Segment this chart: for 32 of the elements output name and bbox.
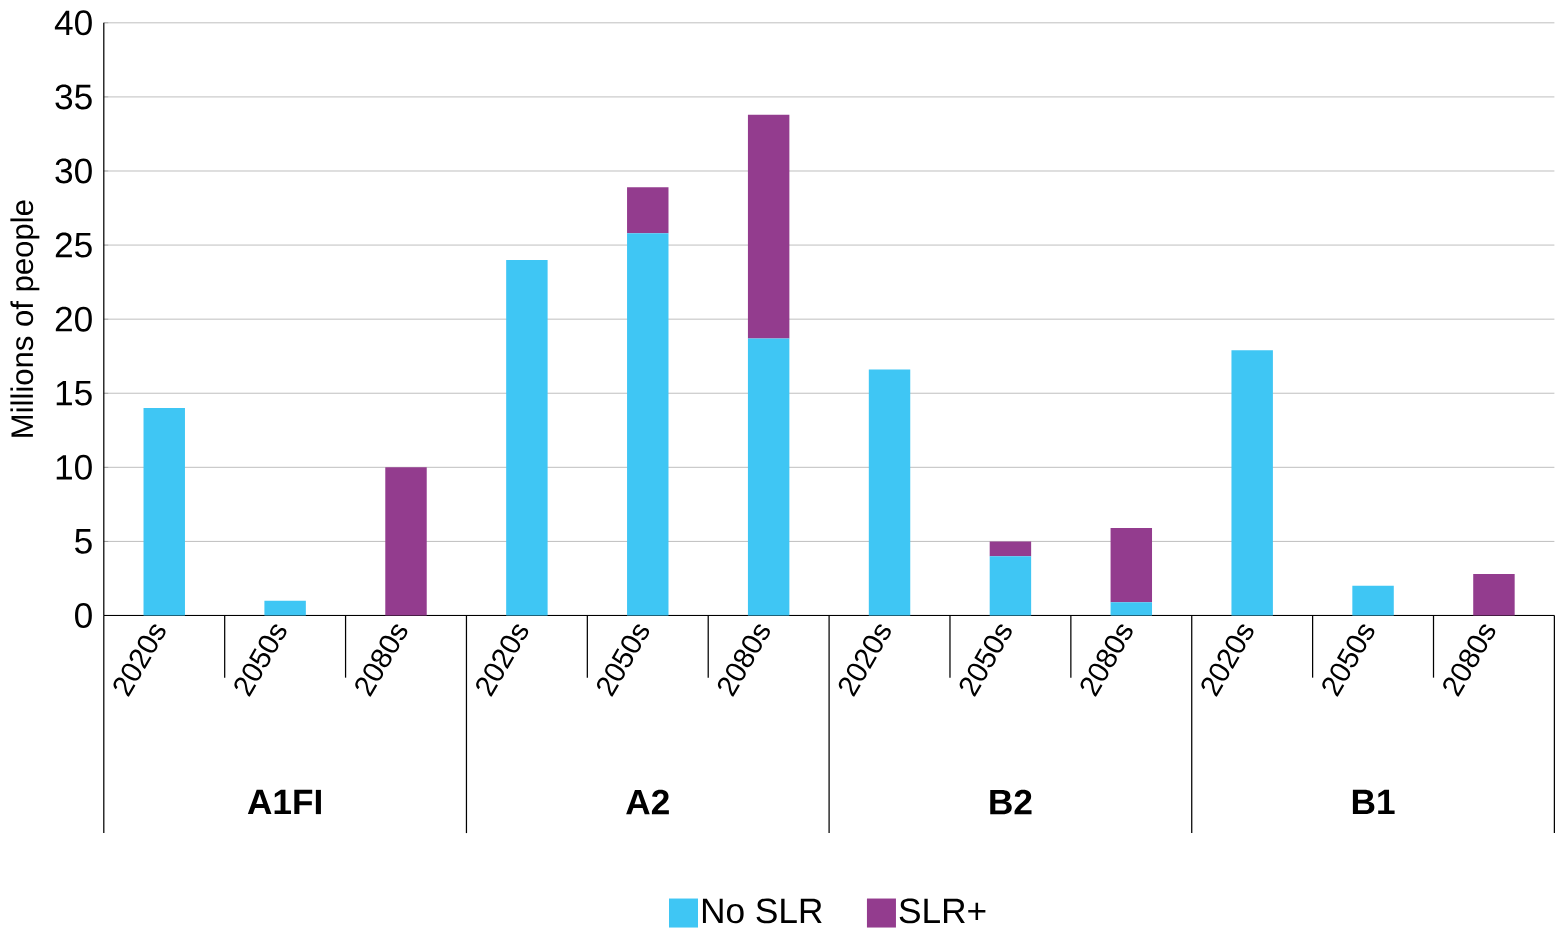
bar [264, 600, 306, 616]
text: A1FI [247, 789, 321, 815]
bar [747, 338, 790, 616]
text: B2 [990, 789, 1032, 815]
bar [868, 369, 911, 616]
y-tick-label: 10 [56, 454, 92, 480]
bar [747, 114, 790, 339]
bar [989, 541, 1032, 557]
y-tick-label: 0 [75, 603, 92, 629]
bar [627, 187, 669, 234]
y-tick-label: 40 [54, 10, 92, 36]
bar [506, 259, 548, 616]
y-tick-label: 15 [56, 381, 92, 406]
y-tick-label: 30 [55, 158, 92, 184]
bar [989, 556, 1032, 616]
bar [1110, 602, 1153, 616]
bar [143, 408, 185, 616]
y-tick-label: 35 [55, 84, 92, 110]
bar [627, 233, 669, 616]
legend-label: SLR+ [899, 898, 986, 924]
bar [1231, 350, 1273, 616]
bar [385, 467, 427, 616]
y-tick-label: 25 [55, 232, 92, 258]
legend-label: No SLR [702, 898, 822, 924]
text: B1 [1352, 789, 1395, 815]
y-tick-label: 5 [75, 529, 92, 554]
y-axis-title: Millions of people [10, 200, 40, 437]
text: A2 [626, 789, 669, 815]
bar [1110, 528, 1153, 603]
bar [1352, 585, 1394, 616]
bar [1473, 574, 1515, 616]
y-tick-label: 20 [55, 306, 92, 332]
